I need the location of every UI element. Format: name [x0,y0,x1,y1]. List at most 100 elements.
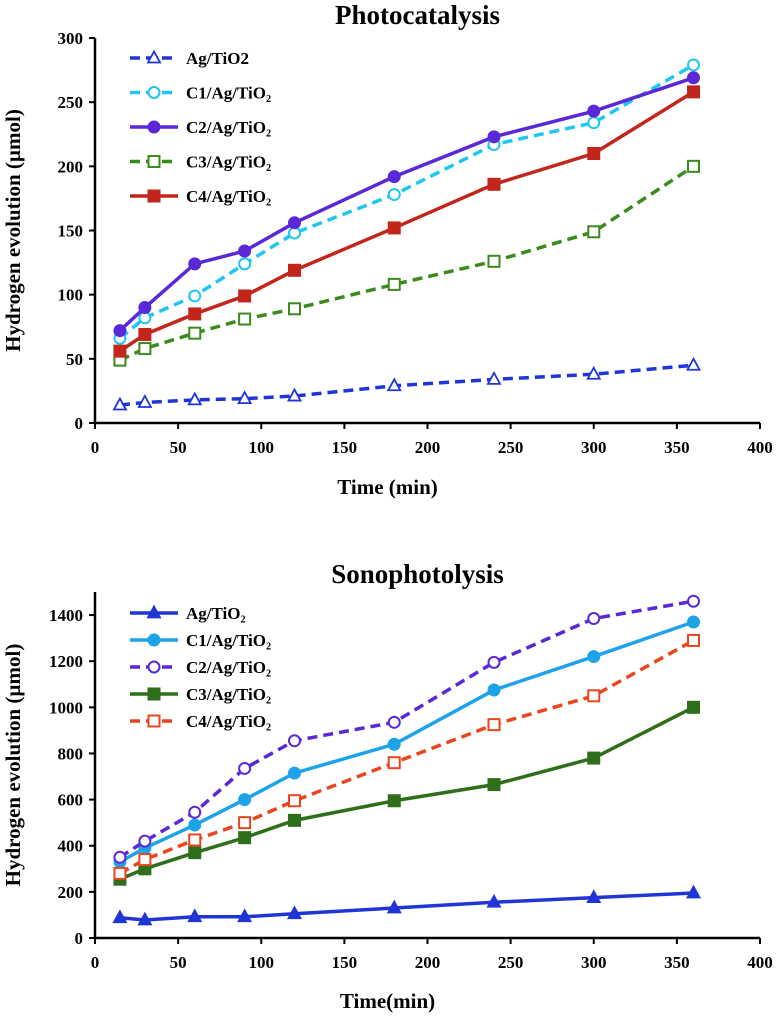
chart-1-data-point [112,396,128,411]
chart-1-legend-label: Ag/TiO2 [186,49,249,68]
chart-2-y-tick-label: 1000 [49,698,83,717]
chart-1-series-line [118,63,695,340]
chart-1-data-point [188,289,202,303]
chart-2-data-point [237,908,253,923]
chart-2-data-point [238,816,252,830]
chart-1-y-tick-label: 100 [58,286,84,305]
chart-2-data-point [387,715,401,729]
chart-1-data-point [188,257,202,271]
chart-1-data-point [587,104,601,118]
chart-1-x-tick-label: 200 [415,438,441,457]
chart-2: Sonophotolysis 0 200 400 600 800 1000 1200 1400 0… [1,559,773,1013]
chart-1-legend-entry: C1/Ag/TiO₂ [130,84,271,103]
chart-2-y-tick-label: 800 [58,744,84,763]
chart-2-y-tick-label: 400 [58,837,84,856]
chart-2-data-point [188,818,202,832]
chart-2-series-line [119,705,695,881]
chart-1-y-tick-label: 150 [58,222,84,241]
chart-2-series-line [119,638,695,875]
chart-2-data-point [288,734,301,748]
chart-1-data-point [587,116,601,130]
chart-1-x-tick-label: 0 [91,438,100,457]
chart-2-data-point [685,884,702,899]
chart-2-x-tick-label: 50 [170,953,187,972]
chart-1-y-tick-label: 250 [58,93,84,112]
chart-1-data-point [238,244,252,258]
chart-2-data-point [288,813,301,827]
chart-2-data-point [286,905,303,920]
chart-2-legend-label: C4/Ag/TiO₂ [186,712,271,731]
chart-2-data-point [687,615,700,629]
chart-2-x-axis-label: Time(min) [340,989,435,1013]
chart-2-data-point [188,846,202,860]
chart-1-x-tick-label: 400 [747,438,773,457]
chart-1-data-point [687,71,700,85]
chart-2-legend-label: Ag/TiO₂ [186,604,246,623]
chart-2-data-point [387,737,401,751]
chart-2-legend-label: C1/Ag/TiO₂ [186,631,271,650]
chart-1-legend-marker [147,155,161,168]
chart-2-series-1 [112,884,702,926]
chart-2-data-point [113,866,127,880]
chart-2-legend-label: C3/Ag/TiO₂ [186,685,271,704]
chart-1-legend-label: C3/Ag/TiO₂ [186,153,271,172]
chart-2-legend-marker [147,687,161,701]
chart-2-series-2 [113,615,700,869]
chart-2-x-tick-label: 200 [415,953,441,972]
chart-1-data-point [113,324,127,338]
chart-2-data-point [112,909,128,924]
chart-2-x-tick-label: 350 [664,953,690,972]
chart-1-y-tick-label: 300 [58,29,84,48]
chart-2-legend-entry: Ag/TiO₂ [130,604,246,623]
chart-1-series-3 [113,71,700,338]
chart-1-data-point [188,326,202,340]
chart-1-data-point [238,312,252,326]
chart-1-legend-label: C4/Ag/TiO₂ [186,187,271,206]
chart-1-title: Photocatalysis [335,0,500,30]
chart-1-data-point [188,307,202,321]
chart-2-data-point [487,718,501,732]
chart-1-y-tick-label: 200 [58,157,84,176]
chart-1-x-axis-label: Time (min) [337,475,438,499]
chart-1-data-point [387,170,401,184]
chart-1-data-point [137,394,153,408]
chart-1-data-point [113,344,127,358]
chart-2-legend-entry: C2/Ag/TiO₂ [130,658,271,677]
chart-2-x-tick-label: 300 [581,953,607,972]
chart-2-data-point [238,793,252,807]
chart-1-data-point [286,387,303,402]
chart-2-legend-marker [146,604,162,619]
chart-1-x-tick-label: 50 [170,438,187,457]
chart-2-data-point [587,751,601,765]
chart-2-data-point [587,650,601,664]
chart-1-x-tick-label: 300 [581,438,607,457]
chart-1-data-point [238,289,252,303]
chart-2-x-tick-label: 400 [747,953,773,972]
chart-1-data-point [187,391,203,406]
chart-1-data-point [587,147,601,160]
chart-1-x-tick-label: 100 [249,438,275,457]
chart-2-data-point [586,889,602,904]
chart-1: Photocatalysis 0 50 100 150 200 250 300 0 50 100 15… [1,0,773,499]
chart-2-data-point [487,778,501,792]
chart-2-legend-label: C2/Ag/TiO₂ [186,658,271,677]
chart-2-data-point [238,761,252,775]
chart-2-data-point [138,853,152,867]
chart-1-data-point [138,327,152,341]
chart-2-legend-marker [147,714,161,728]
chart-2-data-point [386,899,402,914]
chart-1-series-1 [112,356,702,411]
chart-1-series-line [119,363,694,407]
chart-1-data-point [288,216,301,230]
chart-1-data-point [687,159,700,173]
chart-2-series-3 [113,594,700,864]
chart-1-y-tick-label: 50 [66,350,83,369]
chart-1-data-point [138,342,152,356]
chart-2-data-point [687,594,700,608]
chart-2-data-point [486,893,502,908]
chart-2-data-point [487,655,501,669]
chart-2-data-point [387,756,401,770]
chart-1-data-point [138,301,152,314]
chart-1-x-tick-label: 150 [332,438,358,457]
chart-1-y-axis-label: Hydrogen evolution (µmol) [1,109,25,352]
